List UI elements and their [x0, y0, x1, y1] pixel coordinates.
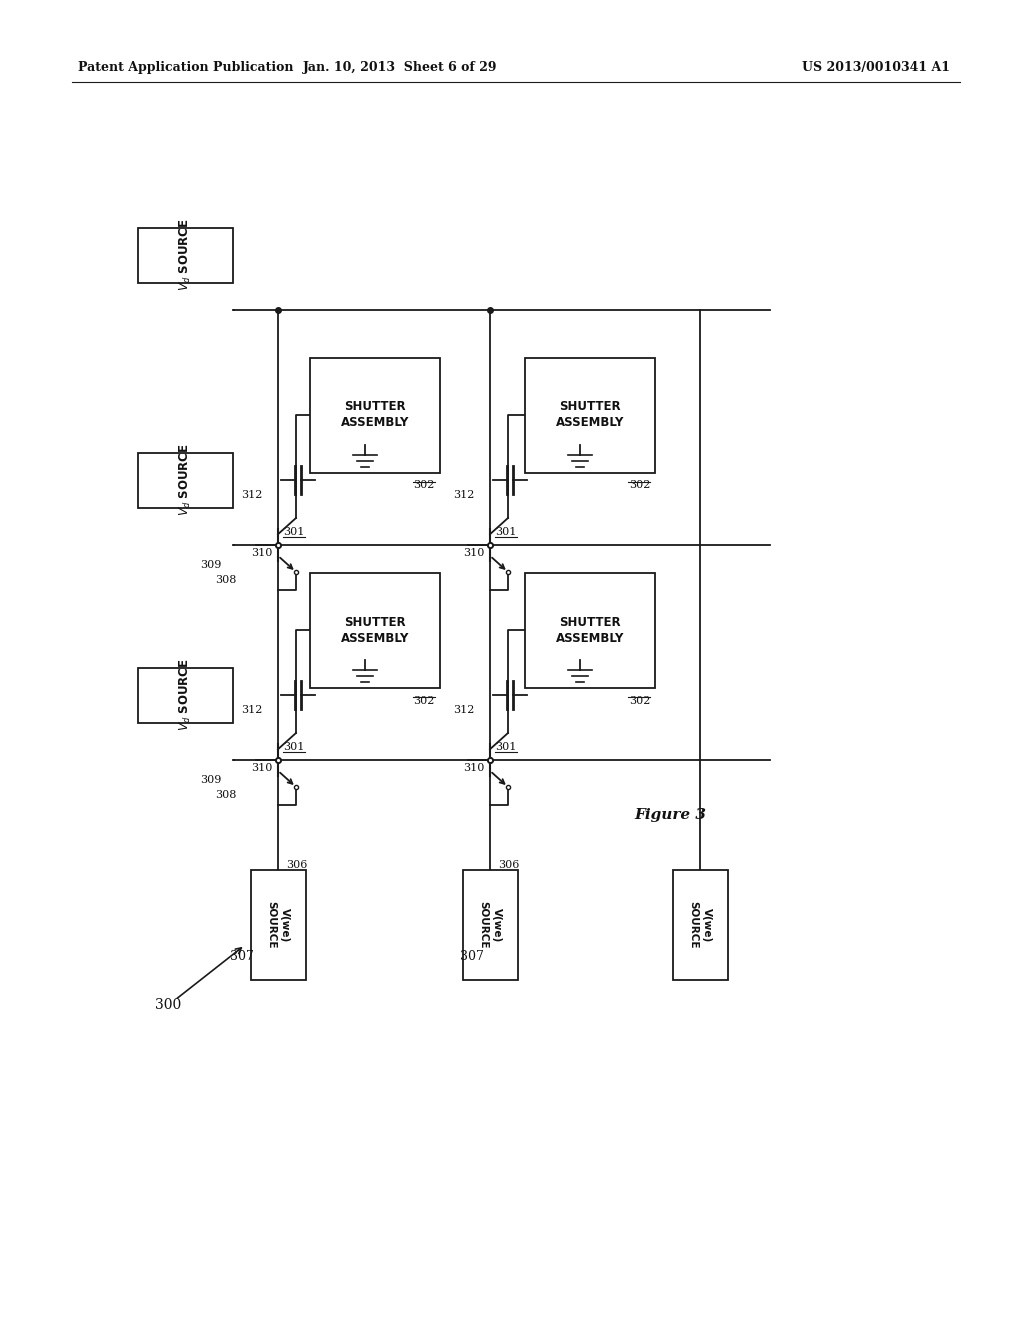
Text: 306: 306 — [286, 861, 307, 870]
Bar — [137, 453, 232, 507]
Text: 301: 301 — [283, 742, 304, 752]
Text: 310: 310 — [464, 548, 485, 558]
Text: 301: 301 — [495, 527, 516, 537]
Bar — [463, 870, 517, 979]
Text: US 2013/0010341 A1: US 2013/0010341 A1 — [802, 62, 950, 74]
Text: 312: 312 — [454, 490, 475, 500]
Text: 310: 310 — [252, 763, 273, 774]
Text: 307: 307 — [460, 950, 484, 964]
Text: 302: 302 — [414, 480, 435, 491]
Text: 301: 301 — [283, 527, 304, 537]
Bar — [525, 573, 655, 688]
Text: SHUTTER: SHUTTER — [559, 615, 621, 628]
Text: 310: 310 — [464, 763, 485, 774]
Text: Figure 3: Figure 3 — [634, 808, 706, 822]
Text: SHUTTER: SHUTTER — [344, 615, 406, 628]
Text: 306: 306 — [498, 861, 519, 870]
Text: ASSEMBLY: ASSEMBLY — [341, 631, 410, 644]
Text: 312: 312 — [454, 705, 475, 715]
Text: 301: 301 — [495, 742, 516, 752]
Text: 309: 309 — [200, 560, 221, 570]
Text: SHUTTER: SHUTTER — [559, 400, 621, 413]
Text: ASSEMBLY: ASSEMBLY — [341, 417, 410, 429]
Text: 307: 307 — [230, 950, 254, 964]
Text: SHUTTER: SHUTTER — [344, 400, 406, 413]
Text: 302: 302 — [414, 696, 435, 705]
Text: 302: 302 — [629, 696, 650, 705]
Bar — [310, 573, 440, 688]
Text: ASSEMBLY: ASSEMBLY — [556, 417, 625, 429]
Text: 308: 308 — [215, 576, 237, 585]
Bar — [137, 227, 232, 282]
Bar — [673, 870, 727, 979]
Text: ASSEMBLY: ASSEMBLY — [556, 631, 625, 644]
Text: V(we)
SOURCE: V(we) SOURCE — [688, 902, 712, 949]
Bar — [137, 668, 232, 722]
Text: 310: 310 — [252, 548, 273, 558]
Text: V(we)
SOURCE: V(we) SOURCE — [266, 902, 290, 949]
Text: 300: 300 — [155, 998, 181, 1012]
Text: Jan. 10, 2013  Sheet 6 of 29: Jan. 10, 2013 Sheet 6 of 29 — [303, 62, 498, 74]
Text: 312: 312 — [242, 705, 263, 715]
Text: $V_d$ SOURCE: $V_d$ SOURCE — [177, 659, 193, 731]
Text: 302: 302 — [629, 480, 650, 491]
Text: 308: 308 — [215, 789, 237, 800]
Bar — [251, 870, 305, 979]
Text: 309: 309 — [200, 775, 221, 785]
Bar — [310, 358, 440, 473]
Text: $V_d$ SOURCE: $V_d$ SOURCE — [177, 444, 193, 516]
Text: Patent Application Publication: Patent Application Publication — [78, 62, 294, 74]
Text: V(we)
SOURCE: V(we) SOURCE — [478, 902, 502, 949]
Bar — [525, 358, 655, 473]
Text: 312: 312 — [242, 490, 263, 500]
Text: $V_d$ SOURCE: $V_d$ SOURCE — [177, 219, 193, 292]
